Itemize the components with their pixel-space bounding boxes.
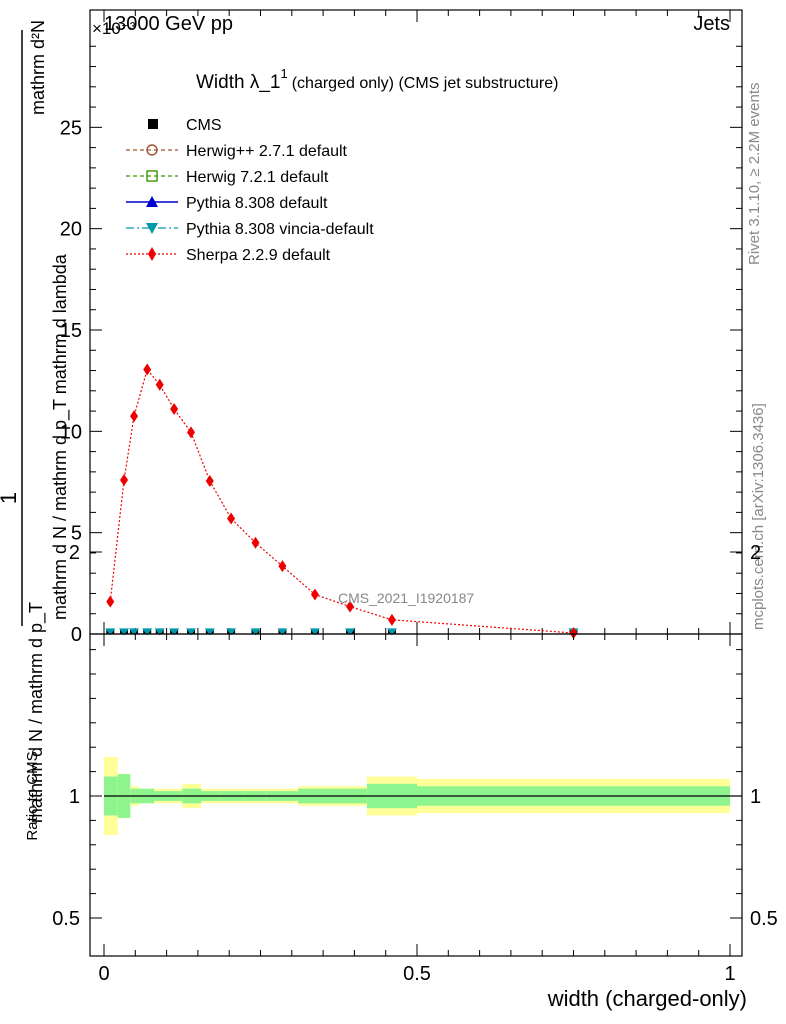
chart-title: Width λ_11(charged only) (CMS jet substr… (196, 66, 558, 93)
legend-entry-cms: CMS (148, 117, 222, 134)
y-tick-label: 5 (71, 523, 82, 545)
svg-text:CMS: CMS (186, 117, 222, 134)
vincia-point (386, 628, 397, 636)
main-data (105, 363, 579, 639)
sherpa-point (120, 473, 129, 486)
vincia-point (142, 628, 153, 636)
ratio-y-tick-label-right: 1 (750, 786, 761, 808)
ratio-panel: 0.5 0.5 1 1 2 2 0 0.5 1 (52, 542, 778, 985)
main-y-label: 1 mathrm d N / mathrm d p_T mathrm d²N m… (0, 20, 71, 823)
y-tick-label: 10 (60, 421, 82, 443)
main-axis-ticks: 0 5 10 15 20 25 (60, 10, 742, 646)
vincia-point (105, 628, 116, 636)
y-tick-label: 15 (60, 320, 82, 342)
y-exponent-label: ×10⁻³ (92, 19, 136, 38)
y-label-one: 1 (0, 492, 21, 504)
ratio-y-tick-label-right: 2 (750, 542, 761, 564)
ratio-y-tick-label: 2 (69, 542, 80, 564)
y-label-numerator: mathrm d²N (28, 20, 48, 115)
rivet-label: Rivet 3.1.10, ≥ 2.2M events (746, 83, 763, 266)
ratio-y-tick-label: 0.5 (52, 908, 80, 930)
sherpa-point (170, 403, 179, 416)
sherpa-point (251, 536, 260, 549)
vincia-point (204, 628, 215, 636)
vincia-point (309, 628, 320, 636)
sherpa-point (346, 600, 355, 613)
sherpa-point (155, 378, 164, 391)
legend-entry-sherpa: Sherpa 2.2.9 default (126, 247, 331, 264)
sherpa-point (278, 560, 287, 573)
ratio-frame (89, 633, 743, 957)
sherpa-point (130, 410, 139, 423)
y-label-denominator: mathrm d N / mathrm d p_T (26, 602, 47, 823)
vincia-point (169, 628, 180, 636)
y-tick-label: 25 (60, 117, 82, 139)
vincia-point (186, 628, 197, 636)
legend-entry-vincia: Pythia 8.308 vincia-default (126, 221, 374, 238)
sherpa-point (187, 426, 196, 439)
x-tick-label: 0 (98, 963, 109, 985)
header-energy: 13000 GeV pp (104, 13, 233, 35)
legend: CMS Herwig++ 2.7.1 default Herwig 7.2.1 … (126, 117, 374, 264)
header-process: Jets (693, 13, 730, 35)
sherpa-point (569, 626, 578, 639)
sherpa-point (310, 588, 319, 601)
svg-text:Sherpa 2.2.9 default: Sherpa 2.2.9 default (186, 247, 331, 264)
vincia-point (345, 628, 356, 636)
vincia-point (277, 628, 288, 636)
y-tick-label: 0 (71, 624, 82, 646)
sherpa-point (143, 363, 152, 376)
ratio-y-tick-label: 1 (69, 786, 80, 808)
vincia-point (154, 628, 165, 636)
sherpa-point (205, 474, 214, 487)
vincia-point (119, 628, 130, 636)
main-frame (89, 9, 743, 635)
x-tick-label: 1 (724, 963, 735, 985)
y-label-fraction: mathrm d N / mathrm d p_T mathrm d lambd… (50, 253, 71, 620)
x-tick-label: 0.5 (403, 963, 431, 985)
ratio-bands (104, 756, 742, 836)
legend-entry-herwigpp: Herwig++ 2.7.1 default (126, 143, 348, 160)
ratio-y-label: Ratio to CMS (24, 751, 41, 840)
svg-text:Pythia 8.308 default: Pythia 8.308 default (186, 195, 328, 212)
svg-text:Pythia 8.308 vincia-default: Pythia 8.308 vincia-default (186, 221, 374, 238)
y-tick-label: 20 (60, 219, 82, 241)
vincia-point (250, 628, 261, 636)
main-panel: 0 5 10 15 20 25 (60, 9, 743, 646)
svg-text:Herwig++ 2.7.1 default: Herwig++ 2.7.1 default (186, 143, 348, 160)
sherpa-point (227, 512, 236, 525)
mcplots-label: mcplots.cern.ch [arXiv:1306.3436] (750, 403, 767, 630)
vincia-point (226, 628, 237, 636)
legend-entry-herwig7: Herwig 7.2.1 default (126, 169, 329, 186)
ratio-y-tick-label-right: 0.5 (750, 908, 778, 930)
legend-entry-pythia: Pythia 8.308 default (126, 195, 328, 212)
x-axis-label: width (charged-only) (547, 986, 747, 1011)
watermark: CMS_2021_I1920187 (338, 590, 474, 606)
svg-text:Herwig 7.2.1 default: Herwig 7.2.1 default (186, 169, 329, 186)
vincia-point (129, 628, 140, 636)
ratio-axis-ticks: 0.5 0.5 1 1 2 2 0 0.5 1 (52, 542, 778, 985)
sherpa-point (106, 595, 115, 608)
sherpa-point (387, 613, 396, 626)
